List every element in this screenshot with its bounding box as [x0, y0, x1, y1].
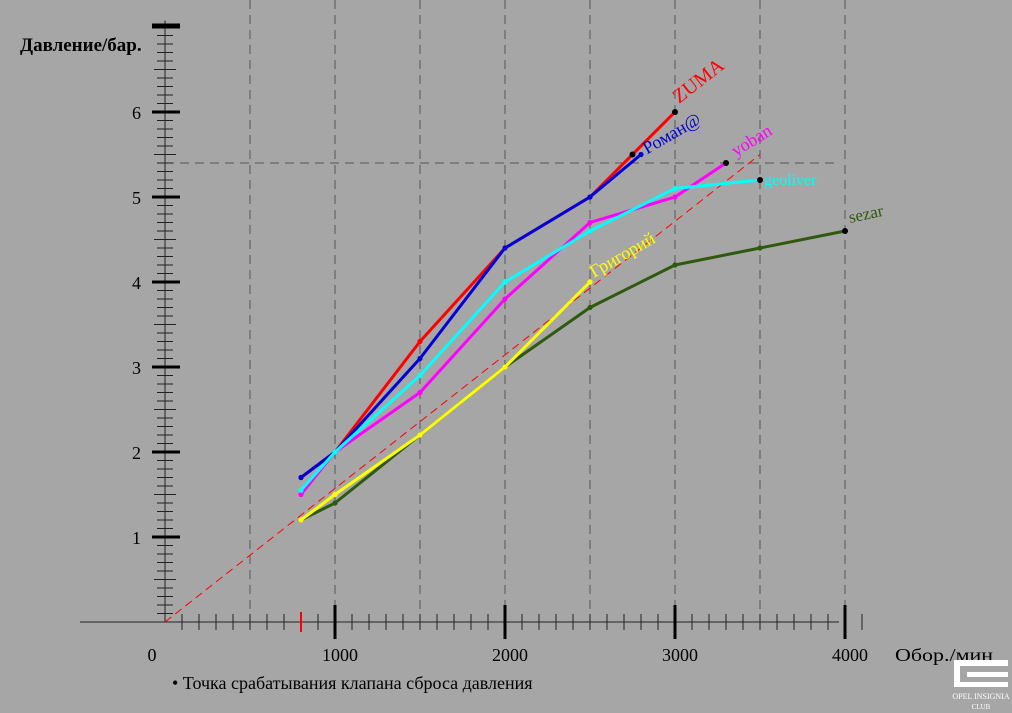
x-tick-label: 2000	[492, 645, 528, 665]
series-point	[298, 517, 304, 523]
series-point	[298, 487, 304, 493]
opel-insignia-logo: OPEL INSIGNIA CLUB	[952, 660, 1010, 711]
series-point	[757, 245, 763, 251]
series-point	[638, 151, 644, 158]
y-tick-label: 1	[132, 528, 141, 548]
y-tick-label: 4	[132, 273, 141, 293]
y-tick-label: 5	[132, 188, 141, 208]
series-line-4	[300, 229, 846, 522]
series-point	[587, 228, 593, 234]
relief-point	[842, 228, 848, 234]
series-point	[332, 500, 338, 506]
series-point	[332, 491, 338, 498]
series-point	[417, 389, 423, 396]
series-point	[298, 474, 304, 481]
series-point	[417, 355, 423, 362]
footnote-relief-valve: • Точка срабатывания клапана сброса давл…	[172, 673, 533, 693]
logo-bar-bottom	[954, 682, 1008, 687]
series-label: ZUMA	[669, 54, 729, 108]
series-point	[502, 296, 508, 302]
x-tick-label: 1000	[322, 645, 358, 665]
series-point	[587, 279, 593, 285]
y-axis-title: Давление/бар.	[20, 35, 142, 56]
series-line-0	[300, 110, 677, 479]
logo-subtext: CLUB	[972, 703, 991, 711]
y-tick-label: 2	[132, 443, 141, 463]
series-label: Григорий	[586, 228, 659, 282]
x-tick-label: 4000	[832, 645, 868, 665]
series-label: sezar	[847, 201, 885, 227]
logo-bar-left	[954, 660, 960, 686]
series-point	[417, 338, 423, 345]
series-label: geoliver	[764, 172, 817, 189]
relief-point	[672, 109, 678, 115]
y-tick-label: 3	[132, 358, 141, 378]
y-tick-label: 6	[132, 103, 141, 123]
x-tick-label: 0	[148, 645, 157, 665]
series-label: yoban	[728, 120, 776, 160]
series-point	[502, 364, 508, 370]
series-point	[417, 372, 423, 379]
series-line-2	[299, 161, 727, 496]
series-point	[502, 245, 508, 251]
logo-bar-top	[954, 660, 1008, 666]
series-point	[332, 449, 338, 455]
relief-point	[629, 151, 636, 158]
series-point	[298, 491, 304, 498]
series-point	[587, 194, 593, 200]
series-point	[502, 279, 508, 285]
series-point	[672, 262, 678, 268]
relief-point	[723, 160, 729, 166]
series-point	[672, 194, 678, 200]
series-line-3	[299, 178, 761, 492]
series-point	[587, 219, 593, 226]
series-point	[417, 432, 423, 438]
series-point	[587, 304, 593, 311]
relief-point	[757, 177, 763, 183]
series-point	[672, 185, 678, 192]
x-tick-label: 3000	[662, 645, 698, 665]
logo-text: OPEL INSIGNIA	[952, 692, 1009, 701]
logo-bar-mid	[967, 672, 1008, 677]
reference-line	[164, 154, 761, 623]
